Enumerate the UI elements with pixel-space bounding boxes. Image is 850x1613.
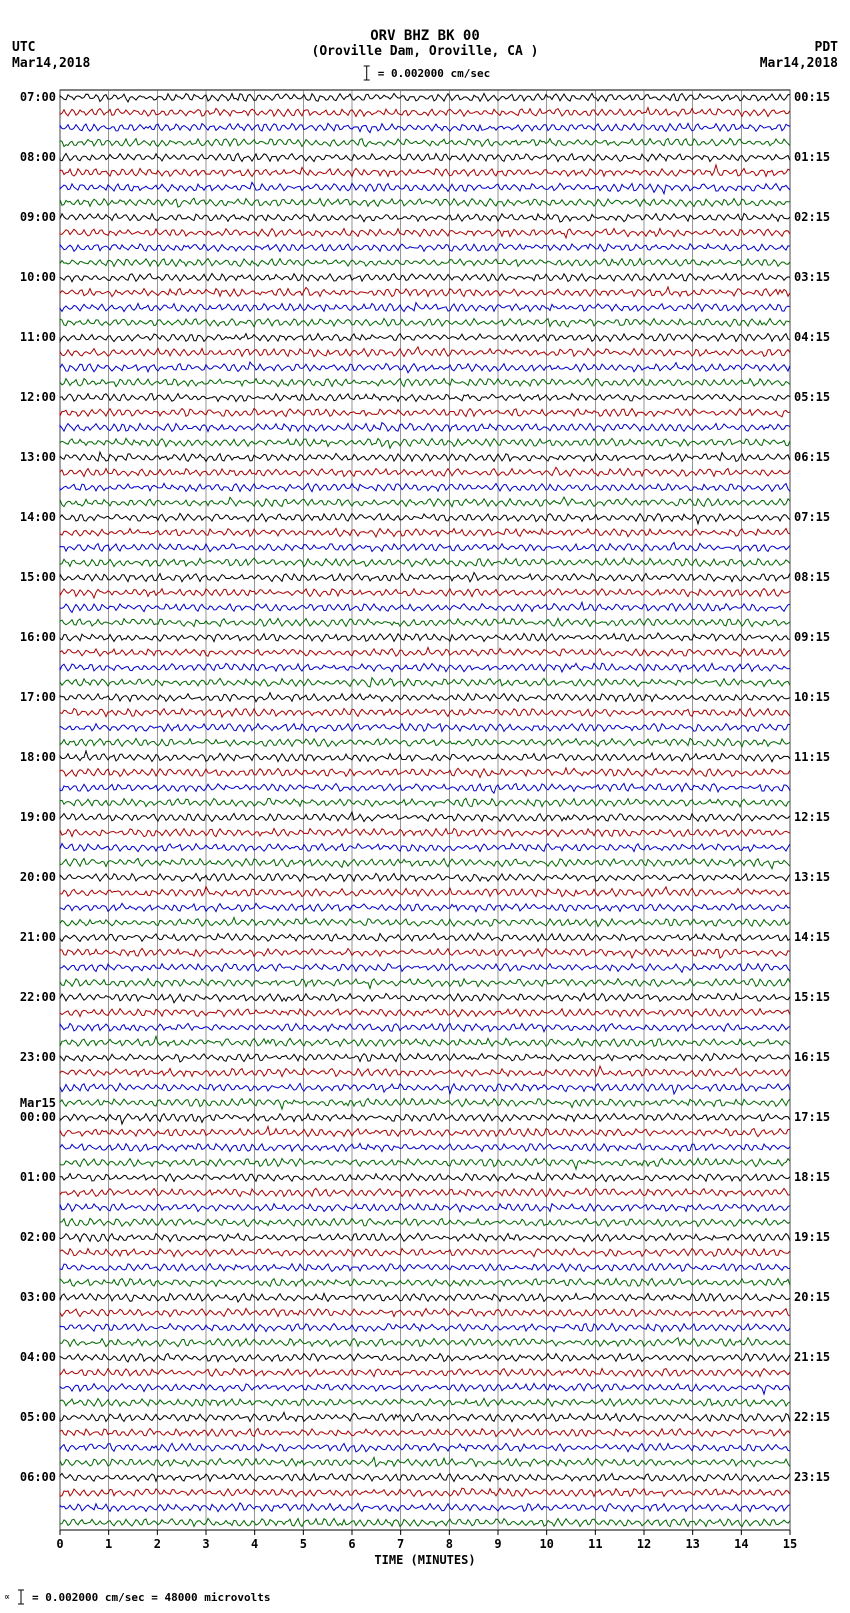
footer-scale: ∝ = 0.002000 cm/sec = 48000 microvolts [4,1588,270,1606]
svg-text:12: 12 [637,1537,651,1551]
seismogram-container: ORV BHZ BK 00 (Oroville Dam, Oroville, C… [0,0,850,1613]
svg-text:TIME (MINUTES): TIME (MINUTES) [374,1553,475,1567]
left-time-label: 14:00 [8,510,56,524]
left-date-change: Mar15 [8,1096,56,1110]
svg-text:7: 7 [397,1537,404,1551]
left-time-label: 05:00 [8,1410,56,1424]
svg-text:3: 3 [202,1537,209,1551]
svg-text:10: 10 [539,1537,553,1551]
svg-text:1: 1 [105,1537,112,1551]
svg-text:6: 6 [348,1537,355,1551]
left-time-label: 12:00 [8,390,56,404]
left-time-label: 04:00 [8,1350,56,1364]
left-time-label: 13:00 [8,450,56,464]
left-time-label: 07:00 [8,90,56,104]
right-time-label: 22:15 [794,1410,830,1424]
svg-text:0: 0 [56,1537,63,1551]
right-time-label: 15:15 [794,990,830,1004]
right-time-label: 20:15 [794,1290,830,1304]
left-time-label: 06:00 [8,1470,56,1484]
left-time-label: 02:00 [8,1230,56,1244]
left-time-label: 11:00 [8,330,56,344]
right-time-label: 00:15 [794,90,830,104]
left-time-label: 19:00 [8,810,56,824]
svg-text:5: 5 [300,1537,307,1551]
left-time-label: 15:00 [8,570,56,584]
svg-text:15: 15 [783,1537,797,1551]
left-time-label: 18:00 [8,750,56,764]
left-time-label: 01:00 [8,1170,56,1184]
left-time-label: 00:00 [8,1110,56,1124]
right-time-label: 10:15 [794,690,830,704]
svg-text:4: 4 [251,1537,258,1551]
svg-text:9: 9 [494,1537,501,1551]
svg-text:11: 11 [588,1537,602,1551]
right-time-label: 16:15 [794,1050,830,1064]
svg-text:14: 14 [734,1537,748,1551]
right-time-label: 08:15 [794,570,830,584]
right-time-label: 06:15 [794,450,830,464]
left-time-label: 22:00 [8,990,56,1004]
right-time-label: 21:15 [794,1350,830,1364]
right-time-label: 17:15 [794,1110,830,1124]
left-time-label: 20:00 [8,870,56,884]
left-time-label: 21:00 [8,930,56,944]
right-time-label: 07:15 [794,510,830,524]
right-time-label: 14:15 [794,930,830,944]
svg-text:13: 13 [685,1537,699,1551]
seismogram-plot: 0123456789101112131415TIME (MINUTES) [0,0,850,1613]
svg-text:8: 8 [446,1537,453,1551]
right-time-label: 05:15 [794,390,830,404]
right-time-label: 12:15 [794,810,830,824]
left-time-label: 09:00 [8,210,56,224]
left-time-label: 16:00 [8,630,56,644]
left-time-label: 10:00 [8,270,56,284]
right-time-label: 18:15 [794,1170,830,1184]
right-time-label: 04:15 [794,330,830,344]
left-time-label: 23:00 [8,1050,56,1064]
right-time-label: 03:15 [794,270,830,284]
right-time-label: 13:15 [794,870,830,884]
left-time-label: 17:00 [8,690,56,704]
footer-text: = 0.002000 cm/sec = 48000 microvolts [32,1591,270,1604]
right-time-label: 09:15 [794,630,830,644]
right-time-label: 19:15 [794,1230,830,1244]
right-time-label: 01:15 [794,150,830,164]
svg-text:2: 2 [154,1537,161,1551]
right-time-label: 23:15 [794,1470,830,1484]
right-time-label: 11:15 [794,750,830,764]
left-time-label: 08:00 [8,150,56,164]
right-time-label: 02:15 [794,210,830,224]
left-time-label: 03:00 [8,1290,56,1304]
